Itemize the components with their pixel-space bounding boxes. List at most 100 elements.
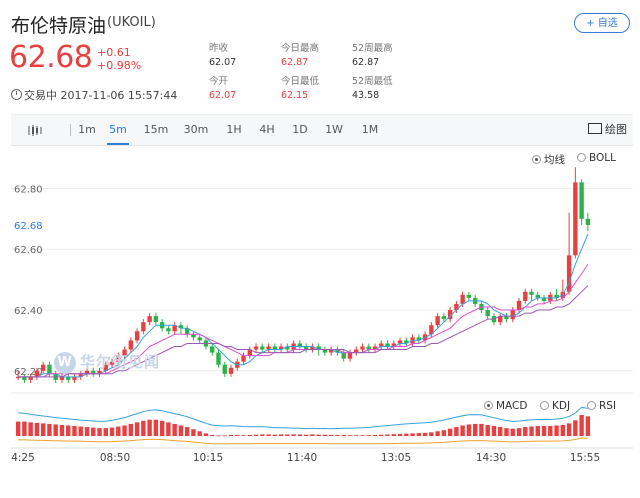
candle-body (266, 346, 271, 350)
candle-body (347, 352, 353, 359)
kdj-toggle[interactable]: KDJ (540, 400, 570, 412)
candle-body (128, 340, 134, 350)
tab-1m[interactable]: 1m (78, 123, 96, 136)
tab-1d[interactable]: 1D (292, 123, 308, 136)
candle-body (523, 291, 528, 301)
macd-bar (15, 421, 21, 436)
stat-value: 62.15 (281, 90, 309, 101)
boll-label: BOLL (589, 152, 616, 164)
macd-bar (366, 435, 371, 437)
candle-body (466, 294, 472, 298)
macd-bar (435, 431, 440, 436)
macd-bar (278, 434, 284, 436)
macd-bar (360, 435, 365, 437)
candle-body (147, 316, 152, 323)
macd-bar (122, 425, 127, 436)
tab-30m[interactable]: 30m (183, 123, 209, 136)
macd-bar (498, 427, 503, 436)
rsi-toggle[interactable]: RSI (587, 400, 616, 412)
macd-bar (485, 424, 490, 436)
candle-body (109, 361, 115, 365)
tab-4h[interactable]: 4H (259, 123, 275, 136)
instrument-name: 布伦特原油 (11, 15, 107, 37)
x-tick-label: 11:40 (287, 452, 317, 464)
macd-bar (491, 426, 497, 436)
macd-bar (535, 426, 540, 436)
macd-bar (548, 426, 553, 436)
candle-body (178, 325, 184, 329)
draw-tool-button[interactable]: 绘图 (588, 115, 627, 145)
candle-body (191, 334, 196, 338)
x-tick-label: 10:15 (193, 452, 223, 464)
macd-bar (272, 434, 278, 436)
macd-bar (53, 424, 58, 436)
candle-body (197, 337, 202, 341)
ma-toggle[interactable]: 均线 (532, 152, 565, 167)
candle-body (429, 325, 434, 335)
candlestick-icon[interactable] (27, 123, 43, 137)
moving-average-line (18, 233, 589, 378)
macd-bar (566, 423, 572, 436)
macd-bar (253, 434, 259, 436)
macd-bar (28, 422, 33, 436)
stat-prev-close: 昨收 62.07 (209, 42, 236, 70)
boll-toggle[interactable]: BOLL (577, 152, 616, 164)
macd-bar (78, 426, 83, 436)
macd-bar (316, 434, 321, 436)
watermark: W 华尔街见闻 (54, 351, 160, 374)
x-tick-label: 08:50 (100, 452, 130, 464)
candle-body (72, 376, 77, 380)
macd-label: MACD (496, 400, 528, 412)
macd-bar (328, 434, 334, 436)
macd-bar (34, 422, 40, 436)
macd-bar (573, 420, 578, 436)
candle-body (247, 349, 252, 356)
quote-header: 布伦特原油 (UKOIL) + 自选 62.68 +0.61 +0.98% 昨收… (0, 0, 640, 110)
tab-1mo[interactable]: 1M (361, 123, 379, 136)
macd-dea-line (18, 437, 588, 445)
stat-label: 今日最低 (281, 76, 320, 87)
candle-body (103, 364, 108, 371)
macd-bar (72, 426, 77, 436)
macd-bar (147, 419, 152, 436)
candle-body (385, 343, 390, 347)
radio-icon (577, 153, 586, 162)
candle-body (416, 337, 422, 341)
macd-bar (541, 426, 547, 436)
tab-1w[interactable]: 1W (325, 123, 343, 136)
macd-bar (203, 433, 209, 436)
macd-bar (510, 428, 515, 436)
moving-average-line (18, 285, 589, 378)
candle-body (278, 346, 284, 350)
tab-15m[interactable]: 15m (143, 123, 169, 136)
macd-toggle[interactable]: MACD (484, 400, 527, 412)
candle-body (435, 316, 440, 326)
stat-value: 43.58 (352, 90, 380, 101)
price-change: +0.61 +0.98% (97, 46, 141, 72)
candle-body (454, 303, 459, 311)
candle-body (379, 343, 384, 347)
macd-bar (297, 434, 303, 436)
candle-body (397, 340, 403, 344)
stat-label: 今日最高 (281, 43, 320, 54)
last-price: 62.68 (9, 40, 93, 75)
macd-bar (266, 434, 271, 436)
candle-body (335, 349, 340, 353)
rsi-label: RSI (599, 400, 617, 412)
x-tick-label: 14:30 (476, 452, 506, 464)
candle-body (153, 316, 159, 323)
candle-body (360, 346, 365, 350)
macd-bar (172, 423, 177, 436)
tab-5m[interactable]: 5m (107, 115, 129, 145)
status-text: 交易中 (24, 89, 57, 102)
tab-1h[interactable]: 1H (226, 123, 242, 136)
price-chart[interactable]: 62.80 62.60 62.40 62.20 62.68 4:25 08:50 10:15 1… (11, 146, 633, 466)
macd-bar (372, 434, 378, 436)
change-percent: +0.98% (97, 59, 142, 72)
candle-body (328, 349, 334, 353)
candle-body (504, 316, 509, 320)
candle-body (498, 316, 503, 323)
add-watchlist-button[interactable]: + 自选 (574, 13, 630, 33)
macd-bar (235, 434, 240, 436)
candle-body (516, 300, 522, 311)
